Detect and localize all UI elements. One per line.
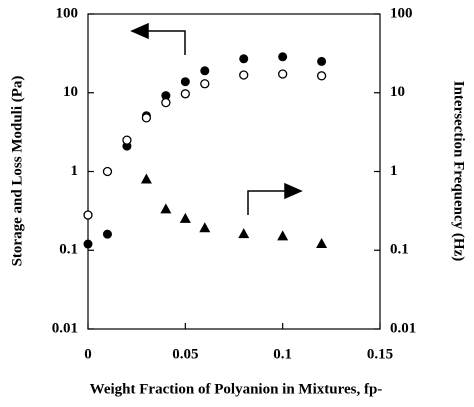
open-circle-point [122, 135, 132, 145]
filled-circle-point [239, 54, 249, 64]
y2-tick-label: 100 [390, 5, 413, 21]
y2-tick-label: 0.01 [390, 320, 416, 336]
filled-circle-point [317, 56, 327, 66]
plot-frame [87, 13, 381, 330]
triangle-point [277, 230, 289, 241]
y-tick-label: 100 [56, 5, 79, 21]
filled-circle-point [278, 52, 288, 62]
open-circle-point [200, 79, 210, 89]
x-tick-label: 0.15 [367, 346, 393, 362]
triangle-point [238, 228, 250, 239]
open-circle-point [278, 69, 288, 79]
y-tick-label: 10 [63, 84, 78, 100]
x-tick-label: 0 [84, 346, 92, 362]
triangle-point [199, 222, 211, 233]
filled-circle-point [161, 91, 171, 101]
open-circle-point [180, 89, 190, 99]
open-circle-point [83, 210, 93, 220]
y2-axis-label: Intersection Frequency (Hz) [451, 81, 467, 262]
x-tick-label: 0.1 [273, 346, 292, 362]
x-tick-label: 0.05 [172, 346, 198, 362]
y2-tick-label: 0.1 [390, 242, 409, 258]
open-circle-point [316, 71, 327, 81]
open-circle-point [141, 113, 152, 123]
open-circle-point [102, 166, 113, 177]
y-tick-label: 0.1 [59, 242, 78, 258]
y2-tick-label: 10 [390, 84, 405, 100]
y2-tick-label: 1 [390, 163, 398, 179]
filled-circle-point [180, 77, 190, 87]
left-arrow [130, 22, 186, 55]
triangle-point [179, 212, 191, 223]
x-axis-label: Weight Fraction of Polyanion in Mixtures… [90, 381, 383, 397]
right-arrow [247, 182, 303, 215]
filled-circle-point [200, 66, 210, 76]
filled-circle-point [102, 229, 112, 239]
triangle-point [160, 203, 172, 214]
triangle-point [316, 238, 328, 249]
open-circle-point [239, 70, 249, 80]
y-tick-label: 0.01 [52, 320, 78, 336]
open-circle-point [161, 97, 171, 108]
y-tick-label: 1 [71, 163, 79, 179]
y-axis-label: Storage and Loss Moduli (Pa) [9, 76, 25, 267]
filled-circle-point [83, 239, 93, 249]
triangle-point [140, 173, 152, 184]
